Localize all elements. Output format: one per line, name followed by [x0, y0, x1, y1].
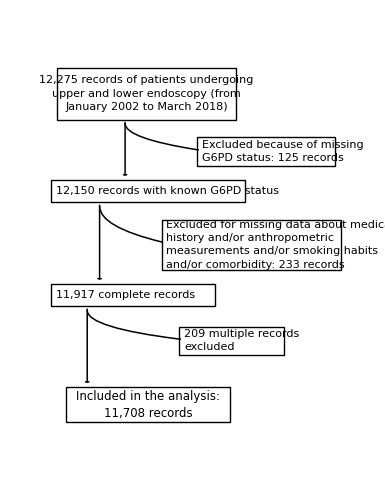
Text: Excluded because of missing
G6PD status: 125 records: Excluded because of missing G6PD status:…: [202, 140, 363, 163]
FancyBboxPatch shape: [162, 220, 340, 270]
Text: 209 multiple records
excluded: 209 multiple records excluded: [184, 329, 299, 352]
Text: Included in the analysis:
11,708 records: Included in the analysis: 11,708 records: [76, 390, 220, 420]
FancyBboxPatch shape: [51, 180, 245, 203]
Text: 11,917 complete records: 11,917 complete records: [55, 290, 195, 300]
FancyBboxPatch shape: [179, 327, 284, 354]
Text: Excluded for missing data about medical
history and/or anthropometric
measuremen: Excluded for missing data about medical …: [166, 220, 385, 270]
Text: 12,275 records of patients undergoing
upper and lower endoscopy (from
January 20: 12,275 records of patients undergoing up…: [39, 76, 254, 112]
FancyBboxPatch shape: [197, 137, 335, 166]
FancyArrowPatch shape: [87, 310, 180, 340]
FancyBboxPatch shape: [66, 387, 230, 422]
FancyArrowPatch shape: [100, 206, 162, 242]
FancyArrowPatch shape: [125, 124, 198, 150]
FancyBboxPatch shape: [51, 284, 215, 306]
Text: 12,150 records with known G6PD status: 12,150 records with known G6PD status: [55, 186, 279, 196]
FancyBboxPatch shape: [57, 68, 236, 120]
